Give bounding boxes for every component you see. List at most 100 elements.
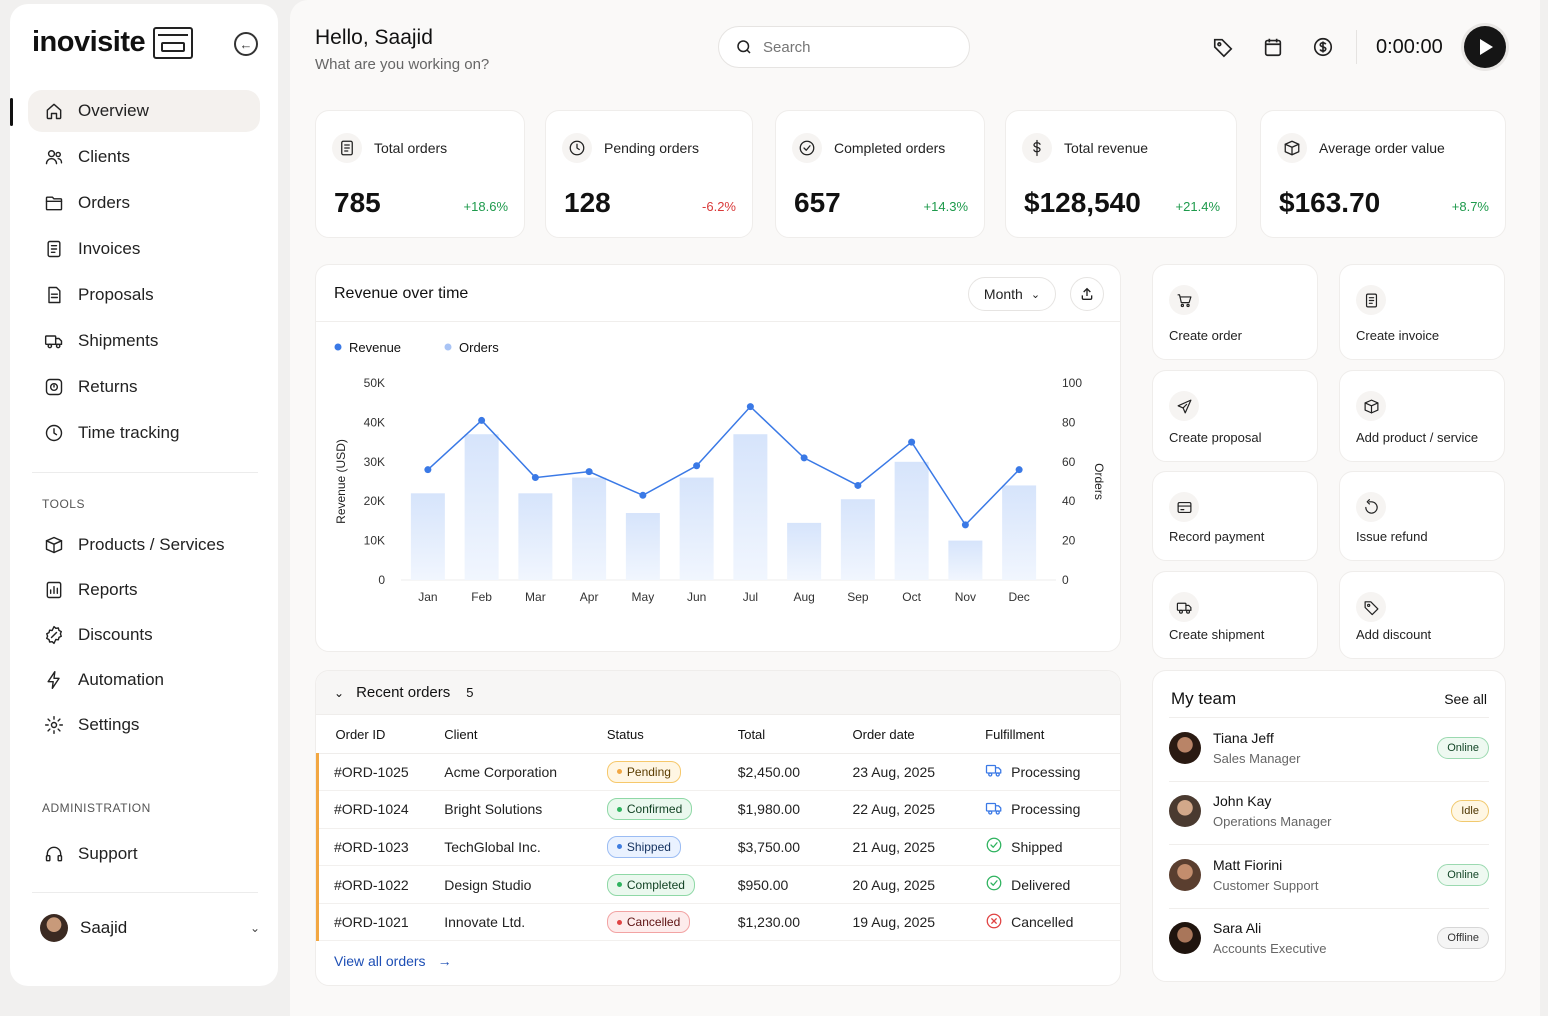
action-issue-refund-button[interactable]: Issue refund [1339, 471, 1505, 561]
check-icon [792, 133, 822, 163]
calendar-icon[interactable] [1260, 34, 1286, 60]
table-row[interactable]: #ORD-1025 Acme Corporation Pending $2,45… [316, 753, 1120, 792]
fulfillment-status: Cancelled [985, 912, 1073, 933]
member-role: Sales Manager [1213, 750, 1301, 766]
stat-card-completed-orders[interactable]: Completed orders 657 +14.3% [775, 110, 985, 238]
y-axis-label: Revenue (USD) [334, 439, 348, 524]
tag-icon[interactable] [1210, 34, 1236, 60]
table-row[interactable]: #ORD-1022 Design Studio Completed $950.0… [316, 865, 1120, 904]
orders-line [427, 405, 1020, 527]
order-id[interactable]: #ORD-1022 [316, 865, 445, 904]
sidebar-item-overview[interactable]: Overview [10, 90, 260, 132]
order-id[interactable]: #ORD-1024 [316, 790, 445, 829]
sidebar-item-invoices[interactable]: Invoices [28, 228, 260, 270]
chart-title: Revenue over time [334, 285, 469, 302]
sidebar-item-shipments[interactable]: Shipments [28, 320, 260, 362]
column-header-total[interactable]: Total [737, 717, 853, 754]
recent-orders-header[interactable]: ⌄ Recent orders 5 [316, 671, 1120, 715]
period-select[interactable]: Month ⌄ [968, 277, 1056, 311]
action-create-order-button[interactable]: Create order [1152, 264, 1318, 360]
x-tick-label: Nov [955, 590, 976, 604]
sidebar-item-automation[interactable]: Automation [28, 659, 260, 701]
refund-icon [1356, 492, 1386, 522]
member-role: Accounts Executive [1213, 941, 1327, 956]
status-badge: Shipped [606, 835, 681, 858]
order-id[interactable]: #ORD-1023 [316, 828, 445, 867]
stat-card-pending-orders[interactable]: Pending orders 128 -6.2% [545, 110, 753, 238]
view-all-orders-link[interactable]: View all orders → [334, 953, 452, 969]
order-total: $3,750.00 [737, 828, 853, 867]
table-row[interactable]: #ORD-1021 Innovate Ltd. Cancelled $1,230… [316, 903, 1120, 942]
folder-icon [44, 193, 64, 213]
brand-logo[interactable]: inovisite [32, 26, 194, 59]
column-header-client[interactable]: Client [444, 717, 607, 754]
sidebar-item-label: Shipments [78, 331, 159, 350]
nav-divider [32, 472, 258, 473]
sidebar-item-label: Reports [78, 580, 138, 599]
collapse-sidebar-button[interactable]: ← [234, 32, 258, 56]
sidebar-item-proposals[interactable]: Proposals [28, 274, 260, 316]
action-create-proposal-button[interactable]: Create proposal [1152, 370, 1318, 462]
see-all-team-link[interactable]: See all [1444, 691, 1487, 707]
column-header-fulfillment[interactable]: Fulfillment [985, 717, 1120, 754]
sidebar-item-returns[interactable]: Returns [28, 366, 260, 408]
fulfillment-label: Processing [1011, 763, 1081, 780]
status-badge: Cancelled [606, 911, 691, 934]
orders-point-jun [693, 462, 701, 470]
order-fulfillment-cell: Shipped [985, 828, 1120, 867]
order-date: 20 Aug, 2025 [852, 865, 986, 904]
revenue-chart-card: Revenue over time Month ⌄ Revenue Orders 5… [315, 264, 1121, 652]
sidebar-item-label: Settings [78, 715, 140, 734]
user-menu[interactable]: Saajid ⌄ [40, 914, 260, 942]
action-create-shipment-button[interactable]: Create shipment [1152, 571, 1318, 659]
sidebar-item-time-tracking[interactable]: Time tracking [28, 412, 260, 454]
action-record-payment-button[interactable]: Record payment [1152, 471, 1318, 561]
sidebar-item-discounts[interactable]: Discounts [28, 614, 260, 656]
return-icon [44, 377, 64, 397]
team-member[interactable]: Tiana Jeff Sales Manager Online [1169, 717, 1489, 777]
tag-icon [1356, 592, 1386, 622]
sidebar-item-clients[interactable]: Clients [28, 136, 260, 178]
legend-label-revenue: Revenue [349, 340, 401, 355]
action-add-product-service-button[interactable]: Add product / service [1339, 370, 1505, 462]
sidebar-item-settings[interactable]: Settings [28, 704, 260, 746]
stat-card-total-orders[interactable]: Total orders 785 +18.6% [315, 110, 525, 238]
team-member[interactable]: Matt Fiorini Customer Support Online [1169, 844, 1489, 904]
action-create-invoice-button[interactable]: Create invoice [1339, 264, 1505, 360]
column-header-order-id[interactable]: Order ID [317, 717, 445, 754]
column-header-status[interactable]: Status [606, 717, 738, 754]
chevron-down-icon[interactable]: ⌄ [334, 685, 345, 700]
order-id[interactable]: #ORD-1021 [316, 903, 445, 942]
x-tick-label: Dec [1008, 590, 1029, 604]
avatar [1169, 922, 1201, 954]
stat-value: 657 [794, 187, 841, 218]
column-header-order-date[interactable]: Order date [852, 717, 986, 754]
sidebar-item-support[interactable]: Support [28, 833, 260, 875]
sidebar-item-products-services[interactable]: Products / Services [28, 524, 260, 566]
team-member[interactable]: John Kay Operations Manager Idle [1169, 780, 1489, 841]
action-label: Add discount [1356, 627, 1432, 642]
table-row[interactable]: #ORD-1024 Bright Solutions Confirmed $1,… [316, 790, 1120, 829]
search-box[interactable] [718, 26, 970, 68]
member-role: Customer Support [1213, 877, 1319, 893]
table-row[interactable]: #ORD-1023 TechGlobal Inc. Shipped $3,750… [316, 828, 1120, 867]
export-button[interactable] [1070, 277, 1104, 311]
stat-card-total-revenue[interactable]: Total revenue $128,540 +21.4% [1005, 110, 1237, 238]
member-name: Sara Ali [1213, 920, 1262, 936]
sidebar-item-orders[interactable]: Orders [28, 182, 260, 224]
invoice-icon [332, 133, 362, 163]
action-add-discount-button[interactable]: Add discount [1339, 571, 1505, 659]
play-timer-button[interactable] [1464, 26, 1506, 68]
search-input[interactable] [763, 38, 943, 56]
team-title: My team [1171, 689, 1237, 708]
sidebar-item-label: Clients [78, 147, 130, 166]
sidebar-item-reports[interactable]: Reports [28, 569, 260, 611]
action-label: Create shipment [1169, 627, 1265, 642]
headset-icon [44, 844, 64, 864]
team-member[interactable]: Sara Ali Accounts Executive Offline [1169, 907, 1489, 968]
order-id[interactable]: #ORD-1025 [316, 753, 445, 792]
stat-card-average-order-value[interactable]: Average order value $163.70 +8.7% [1260, 110, 1506, 238]
status-badge: Confirmed [606, 798, 693, 821]
dollar-icon[interactable] [1310, 34, 1336, 60]
y-tick-label: 40K [364, 415, 385, 429]
